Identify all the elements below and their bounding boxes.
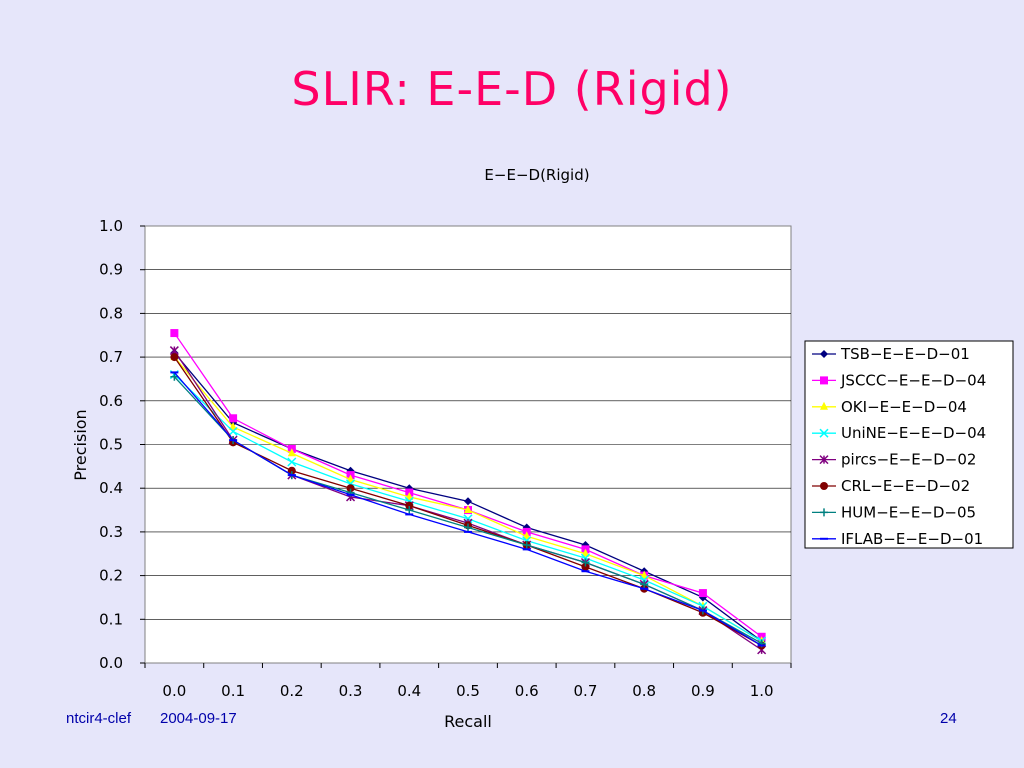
legend-label: OKI−E−E−D−04: [841, 398, 967, 416]
data-point: [581, 558, 590, 567]
slide-title: SLIR: E-E-D (Rigid): [291, 62, 733, 116]
legend-label: UniNE−E−E−D−04: [841, 424, 986, 442]
x-tick-label: 0.9: [691, 682, 715, 700]
x-tick-label: 0.2: [280, 682, 304, 700]
x-tick-label: 0.1: [221, 682, 245, 700]
legend-label: pircs−E−E−D−02: [841, 451, 976, 469]
y-tick-label: 0.8: [99, 304, 123, 322]
plot-area: 0.0 0.1 0.2 0.3 0.4 0.5 0.6 0.7 0.8 0.9 1.0 0.0 0.1 0…: [99, 217, 792, 700]
data-point: [464, 505, 472, 514]
x-axis-label: Recall: [444, 712, 492, 731]
chart-title: E−E−D(Rigid): [484, 166, 589, 184]
data-point: [170, 329, 179, 338]
data-point: [581, 562, 590, 571]
legend-item: HUM−E−E−D−05: [812, 503, 976, 521]
data-point: [522, 531, 531, 540]
legend-marker: [820, 508, 828, 517]
data-point: [346, 484, 355, 493]
y-tick-label: 0.5: [99, 436, 123, 454]
legend-item: TSB−E−E−D−01: [812, 345, 970, 363]
legend-marker: [820, 376, 828, 385]
data-point: [405, 506, 414, 515]
y-tick-label: 0.0: [99, 654, 123, 672]
page-number: 24: [940, 710, 957, 727]
data-point: [405, 491, 414, 500]
y-axis-label: Precision: [71, 409, 90, 480]
data-point: [170, 353, 179, 362]
legend-marker: [820, 350, 828, 358]
legend-item: IFLAB−E−E−D−01: [812, 530, 983, 548]
legend-item: OKI−E−E−D−04: [812, 398, 967, 416]
legend-label: CRL−E−E−D−02: [841, 477, 970, 495]
legend-marker: [820, 401, 828, 410]
data-point: [287, 457, 297, 467]
y-tick-label: 0.7: [99, 348, 123, 366]
x-tick-label: 0.8: [632, 682, 656, 700]
data-point: [346, 474, 355, 483]
data-point: [229, 422, 238, 431]
y-tick-label: 0.6: [99, 392, 123, 410]
y-tick-label: 0.3: [99, 523, 123, 541]
y-tick-label: 0.9: [99, 261, 123, 279]
data-point: [228, 426, 238, 436]
legend-label: IFLAB−E−E−D−01: [841, 530, 983, 548]
legend: TSB−E−E−D−01 JSCCC−E−E−D−04 OKI−E−E−D−04 Un…: [804, 340, 1014, 549]
legend-marker: [819, 455, 829, 465]
data-point: [229, 414, 238, 423]
legend-box: [804, 340, 1014, 549]
data-point: [287, 448, 296, 457]
legend-marker: [820, 482, 828, 490]
x-tick-label: 0.6: [515, 682, 539, 700]
data-point: [464, 497, 472, 506]
legend-item: UniNE−E−E−D−04: [812, 424, 986, 442]
legend-marker: [819, 428, 829, 438]
data-point: [405, 501, 414, 510]
legend-item: pircs−E−E−D−02: [812, 451, 976, 469]
x-tick-label: 0.7: [574, 682, 598, 700]
data-point: [698, 589, 707, 598]
data-point: [464, 523, 472, 532]
x-tick-label: 1.0: [750, 682, 774, 700]
y-tick-label: 0.2: [99, 567, 123, 585]
data-point: [522, 541, 531, 550]
data-point: [287, 466, 296, 475]
footer-label: ntcir4-clef: [66, 710, 132, 727]
y-tick-label: 0.4: [99, 479, 123, 497]
data-point: [640, 580, 649, 589]
x-tick-label: 0.3: [339, 682, 363, 700]
data-point: [640, 570, 649, 579]
series-7: [170, 371, 766, 647]
y-tick-label: 0.1: [99, 610, 123, 628]
legend-item: CRL−E−E−D−02: [812, 477, 970, 495]
legend-label: HUM−E−E−D−05: [841, 503, 976, 521]
legend-label: TSB−E−E−D−01: [840, 345, 970, 363]
legend-label: JSCCC−E−E−D−04: [840, 371, 986, 389]
footer-date: 2004-09-17: [160, 710, 237, 727]
x-tick-label: 0.4: [397, 682, 421, 700]
x-tick-label: 0.5: [456, 682, 480, 700]
data-point: [581, 548, 590, 557]
x-tick-label: 0.0: [162, 682, 186, 700]
data-point: [170, 372, 179, 381]
legend-item: JSCCC−E−E−D−04: [812, 371, 986, 389]
y-tick-label: 1.0: [99, 217, 123, 235]
